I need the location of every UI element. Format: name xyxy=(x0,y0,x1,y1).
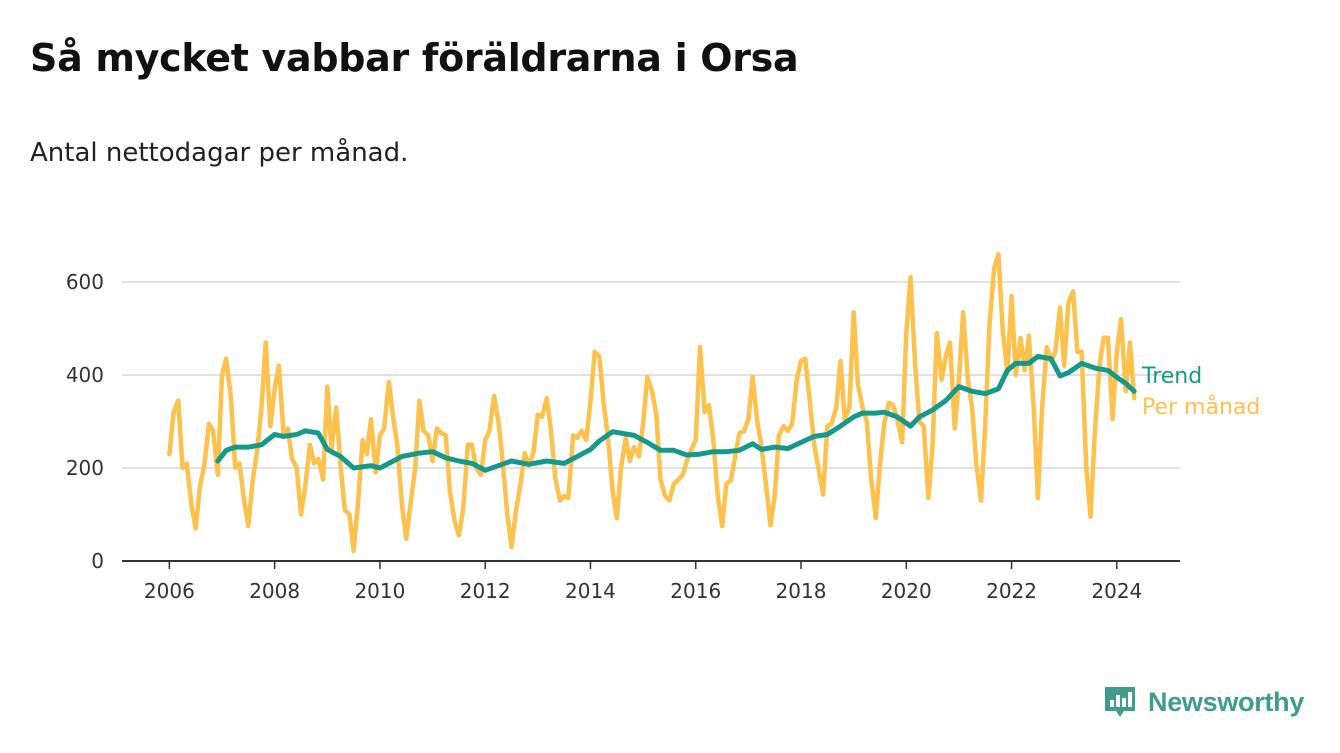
chart-subtitle: Antal nettodagar per månad. xyxy=(30,138,409,168)
brand-name: Newsworthy xyxy=(1148,686,1305,717)
y-tick-label: 0 xyxy=(91,549,104,573)
newsworthy-logo-icon xyxy=(1105,687,1135,717)
x-tick-label: 2008 xyxy=(249,579,300,603)
legend-label-per-manad: Per månad xyxy=(1142,394,1260,420)
x-tick-label: 2018 xyxy=(776,579,827,603)
x-tick-label: 2022 xyxy=(986,579,1037,603)
x-tick-label: 2012 xyxy=(460,579,511,603)
x-tick-label: 2016 xyxy=(670,579,721,603)
legend-label-trend: Trend xyxy=(1141,364,1202,389)
brand-logo: Newsworthy xyxy=(1102,684,1304,720)
x-tick-label: 2020 xyxy=(881,579,932,603)
x-tick-label: 2014 xyxy=(565,579,616,603)
y-tick-label: 400 xyxy=(66,363,104,387)
x-tick-label: 2024 xyxy=(1091,579,1142,603)
monthly-series-line xyxy=(167,251,1137,554)
x-tick-label: 2006 xyxy=(144,579,195,603)
trend-series-line xyxy=(215,353,1137,473)
x-tick-label: 2010 xyxy=(354,579,405,603)
y-tick-label: 200 xyxy=(66,456,104,480)
chart-title: Så mycket vabbar föräldrarna i Orsa xyxy=(30,36,799,80)
y-tick-label: 600 xyxy=(66,270,104,294)
